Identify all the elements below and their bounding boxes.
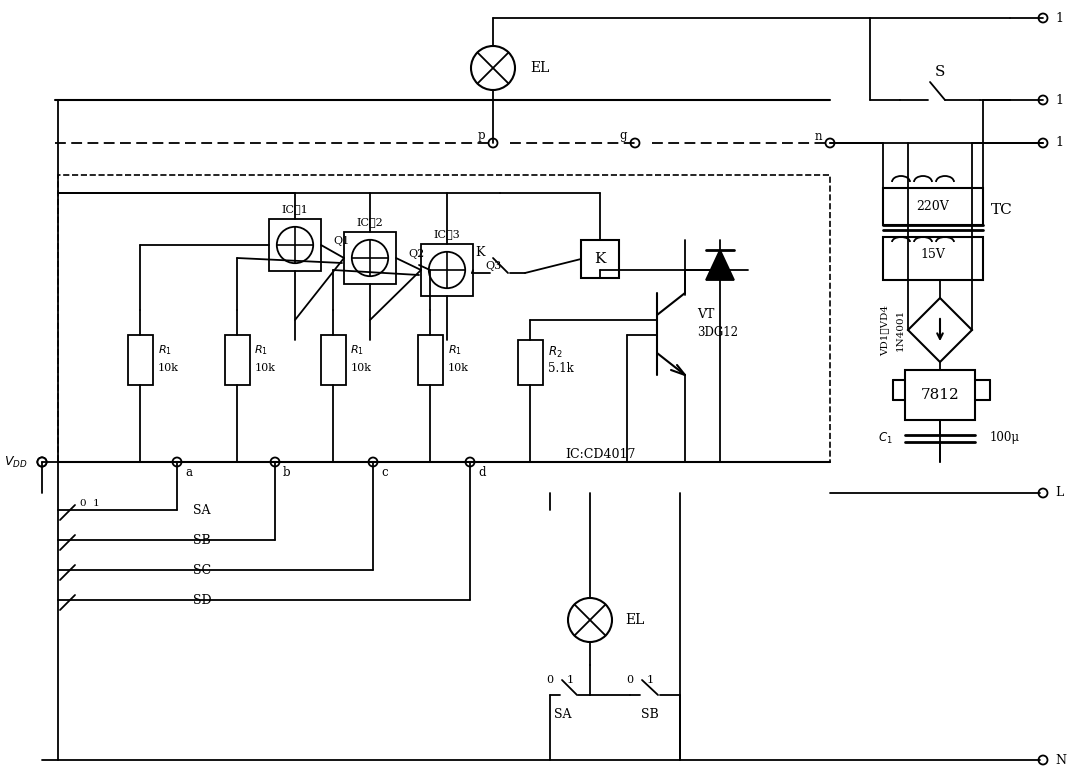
Text: 10k: 10k <box>447 363 469 373</box>
Text: SA: SA <box>193 504 210 516</box>
Text: 5.1k: 5.1k <box>548 361 574 374</box>
Circle shape <box>1038 139 1048 147</box>
Text: g: g <box>619 129 627 143</box>
Text: K: K <box>475 246 485 260</box>
Bar <box>905 370 975 420</box>
Bar <box>320 335 346 385</box>
Text: 0: 0 <box>547 675 553 685</box>
Bar <box>883 237 983 280</box>
Text: SB: SB <box>193 534 210 547</box>
Circle shape <box>368 458 377 466</box>
Text: $R_2$: $R_2$ <box>548 345 563 360</box>
Circle shape <box>630 139 640 147</box>
Bar <box>581 240 619 278</box>
Bar <box>344 232 396 284</box>
Text: p: p <box>477 129 485 143</box>
Circle shape <box>471 46 515 90</box>
Circle shape <box>466 458 474 466</box>
Bar <box>421 244 473 296</box>
Bar <box>127 335 153 385</box>
Text: 3DG12: 3DG12 <box>697 325 738 339</box>
Circle shape <box>428 252 466 288</box>
Circle shape <box>488 139 498 147</box>
Text: 10k: 10k <box>254 363 276 373</box>
Text: EL: EL <box>625 613 644 627</box>
Circle shape <box>37 458 47 466</box>
Text: 1: 1 <box>1055 136 1063 150</box>
Polygon shape <box>706 250 734 280</box>
Text: $R_1$: $R_1$ <box>447 343 461 357</box>
Text: 0: 0 <box>627 675 633 685</box>
Text: c: c <box>381 466 388 478</box>
Text: SD: SD <box>193 594 211 607</box>
Circle shape <box>1038 756 1048 764</box>
Text: SC: SC <box>193 563 211 576</box>
Circle shape <box>37 458 47 466</box>
Text: 1N4001: 1N4001 <box>895 309 905 351</box>
Text: 10k: 10k <box>157 363 178 373</box>
Bar <box>418 335 442 385</box>
Text: EL: EL <box>530 61 549 75</box>
Text: 10k: 10k <box>350 363 372 373</box>
Text: 1: 1 <box>566 675 574 685</box>
Text: 0  1: 0 1 <box>80 498 100 508</box>
Text: 220V: 220V <box>916 200 949 212</box>
Text: IC:CD4017: IC:CD4017 <box>565 448 635 460</box>
Text: N: N <box>1055 753 1066 767</box>
Circle shape <box>270 458 280 466</box>
Bar <box>58 175 830 462</box>
Text: Q3: Q3 <box>485 261 501 271</box>
Text: 100μ: 100μ <box>990 431 1020 445</box>
Text: VD1～VD4: VD1～VD4 <box>880 304 890 356</box>
Text: a: a <box>185 466 192 478</box>
Text: 1: 1 <box>1055 94 1063 107</box>
Circle shape <box>351 239 388 276</box>
Text: SA: SA <box>554 708 571 722</box>
Text: Q1: Q1 <box>333 236 349 246</box>
Text: IC－3: IC－3 <box>434 229 460 239</box>
Text: Q2: Q2 <box>408 249 424 259</box>
Text: VT: VT <box>697 309 714 321</box>
Bar <box>224 335 250 385</box>
Text: $V_{DD}$: $V_{DD}$ <box>4 455 28 470</box>
Text: L: L <box>1055 487 1064 499</box>
Text: SB: SB <box>641 708 659 722</box>
Text: TC: TC <box>991 203 1012 217</box>
Text: IC－2: IC－2 <box>357 217 383 227</box>
Text: 1: 1 <box>1055 12 1063 24</box>
Text: K: K <box>594 252 606 266</box>
Circle shape <box>568 598 612 642</box>
Circle shape <box>1038 95 1048 105</box>
Text: $R_1$: $R_1$ <box>157 343 172 357</box>
Text: 1: 1 <box>646 675 654 685</box>
Circle shape <box>173 458 182 466</box>
Bar <box>518 340 543 385</box>
Circle shape <box>277 227 313 263</box>
Text: $R_1$: $R_1$ <box>254 343 268 357</box>
Bar <box>269 219 321 271</box>
Text: d: d <box>478 466 486 478</box>
Text: b: b <box>283 466 290 478</box>
Bar <box>883 188 983 225</box>
Circle shape <box>826 139 834 147</box>
Text: 15V: 15V <box>921 249 945 261</box>
Text: $R_1$: $R_1$ <box>350 343 364 357</box>
Circle shape <box>1038 488 1048 498</box>
Circle shape <box>1038 13 1048 23</box>
Text: n: n <box>814 129 821 143</box>
Circle shape <box>37 458 47 466</box>
Text: $C_1$: $C_1$ <box>878 431 893 445</box>
Text: S: S <box>934 65 945 79</box>
Text: 7812: 7812 <box>921 388 959 402</box>
Text: IC－1: IC－1 <box>282 204 309 214</box>
